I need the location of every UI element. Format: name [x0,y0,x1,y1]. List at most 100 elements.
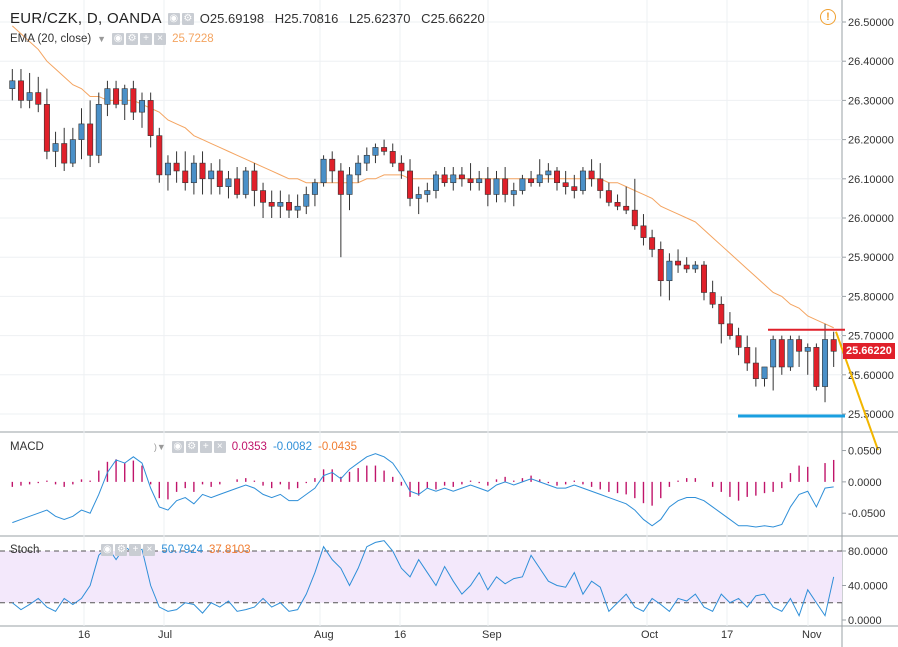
alert-icon[interactable]: ! [820,9,836,25]
candle-down [562,182,569,187]
ema-value: 25.7228 [172,33,214,45]
stoch-label: Stoch [10,544,40,556]
price-tick-label: 26.10000 [848,174,894,186]
price-tick-label: 26.00000 [848,213,894,225]
eye-icon[interactable]: ◉ [101,544,114,556]
candle-down [597,178,604,191]
candle-down [43,104,50,152]
candle-down [173,162,180,172]
open-value: O25.69198 [199,11,265,26]
candle-down [156,135,163,176]
candle-up [303,194,310,207]
candle-down [381,147,388,152]
candle-down [337,170,344,195]
chevron-down-icon[interactable]: ▼ [97,34,107,44]
close-icon[interactable]: × [143,544,156,556]
candle-up [545,170,552,176]
candle-down [467,178,474,184]
candle-down [752,362,759,380]
candle-up [277,202,284,207]
candle-down [744,347,751,364]
price-tick-label: 25.90000 [848,252,894,264]
candle-up [355,162,362,176]
ohlc-values: O25.69198 H25.70816 L25.62370 C25.66220 [200,11,492,26]
candle-up [476,178,483,184]
candle-up [510,190,517,195]
candle-up [450,174,457,184]
candle-down [147,100,154,136]
eye-icon[interactable]: ◉ [112,33,125,45]
last-price-tag: 25.66220 [843,343,895,359]
price-tick-label: 26.20000 [848,135,894,147]
candle-down [113,88,120,105]
candle-down [726,323,733,336]
macd-tick-label: 0.0500 [848,446,882,458]
plus-icon[interactable]: + [199,441,212,453]
time-tick-label: Sep [482,629,502,641]
candle-up [104,88,111,105]
price-tick-label: 26.30000 [848,95,894,107]
candle-up [69,139,76,164]
stoch-tick-label: 80.0000 [848,546,888,558]
candle-up [692,264,699,270]
macd-line [12,453,834,528]
close-icon[interactable]: × [213,441,226,453]
candle-up [761,366,768,380]
candle-down [623,205,630,211]
candle-up [787,339,794,368]
main-legend: EUR/CZK, D, OANDA ◉ ⚙ O25.69198 H25.7081… [10,10,492,27]
symbol-title: EUR/CZK, D, OANDA [10,10,162,27]
plus-icon[interactable]: + [129,544,142,556]
candle-up [242,170,249,195]
stoch-legend: Stoch ◉ ⚙ + × 50.7924 37.8103 [10,544,251,556]
eye-icon[interactable]: ◉ [167,12,180,25]
stoch-d-value: 37.8103 [209,544,251,556]
legend-buttons: ◉ ⚙ [167,12,194,25]
candle-up [432,174,439,191]
macd-signal-value: -0.0435 [317,441,357,453]
chevron-down-icon[interactable]: )▼ [153,442,166,452]
candle-down [458,174,465,180]
settings-icon[interactable]: ⚙ [181,12,194,25]
candle-down [588,170,595,180]
macd-legend: MACD )▼ ◉ ⚙ + × 0.0353 -0.0082 -0.0435 [10,441,357,453]
candle-down [778,339,785,368]
price-tick-label: 25.50000 [848,409,894,421]
settings-icon[interactable]: ⚙ [115,544,128,556]
candle-down [813,347,820,387]
candle-down [528,178,535,184]
eye-icon[interactable]: ◉ [171,441,184,453]
candle-up [190,162,197,184]
ema-label: EMA (20, close) [10,33,92,45]
macd-tick-label: 0.0000 [848,477,882,489]
settings-icon[interactable]: ⚙ [185,441,198,453]
candle-up [311,182,318,195]
candle-up [424,190,431,195]
candle-up [493,178,500,195]
macd-label: MACD [10,441,44,453]
high-value: H25.70816 [274,11,339,26]
candle-up [536,174,543,184]
ema-buttons: ◉ ⚙ + × [112,33,167,45]
candle-down [796,339,803,352]
candle-down [234,178,241,195]
candle-up [139,100,145,113]
close-icon[interactable]: × [154,33,167,45]
time-tick-label: 16 [394,629,406,641]
plus-icon[interactable]: + [140,33,153,45]
settings-icon[interactable]: ⚙ [126,33,139,45]
candle-up [320,158,327,184]
candle-down [735,335,742,348]
candle-up [225,178,232,187]
time-tick-label: Oct [641,629,658,641]
candle-up [95,104,102,156]
candle-down [61,143,68,164]
candle-down [502,178,509,195]
price-tick-label: 25.70000 [848,331,894,343]
ema-line [11,25,834,329]
stoch-buttons: ◉ ⚙ + × [101,544,156,556]
candle-down [614,202,621,207]
candle-down [657,249,664,282]
time-tick-label: 17 [721,629,733,641]
